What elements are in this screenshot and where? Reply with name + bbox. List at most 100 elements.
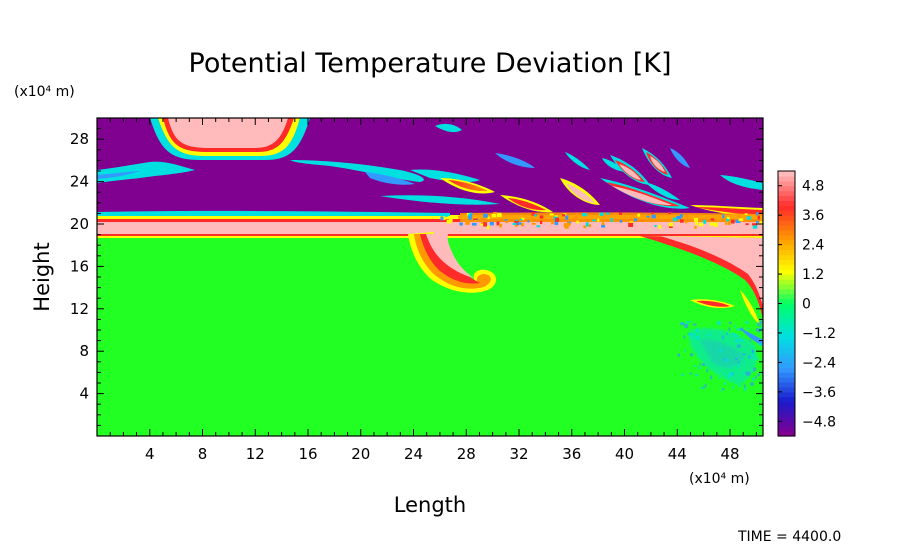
speckle	[629, 221, 633, 224]
colorbar-swatch	[778, 318, 795, 324]
speckle	[745, 223, 749, 225]
speckle	[736, 328, 740, 331]
speckle	[704, 384, 707, 387]
speckle	[728, 321, 732, 324]
speckle	[565, 215, 569, 220]
speckle	[442, 217, 446, 220]
speckle	[695, 221, 699, 226]
density-current-tail	[640, 236, 763, 385]
speckle	[754, 376, 757, 379]
speckle	[520, 217, 525, 221]
colorbar-swatch	[778, 426, 795, 432]
colorbar	[778, 171, 795, 437]
speckle	[531, 212, 535, 216]
speckle	[539, 220, 543, 225]
x-tick-label: 48	[720, 445, 739, 463]
speckle	[759, 218, 763, 222]
speckle	[687, 333, 690, 335]
speckle	[746, 216, 752, 220]
colorbar-swatch	[778, 185, 795, 192]
speckle	[759, 221, 763, 225]
speckle	[449, 218, 453, 223]
speckle	[517, 222, 522, 225]
speckle	[465, 220, 470, 225]
speckle	[549, 213, 554, 216]
speckle	[747, 327, 750, 330]
speckle	[738, 364, 741, 368]
speckle	[496, 212, 502, 218]
speckle	[739, 339, 744, 342]
speckle	[483, 222, 487, 227]
speckle	[530, 216, 533, 221]
speckle	[606, 212, 610, 215]
speckle	[619, 219, 623, 223]
speckle	[515, 219, 519, 222]
colorbar-swatch	[778, 421, 795, 427]
colorbar-swatch	[778, 313, 795, 319]
speckle	[735, 358, 738, 361]
speckle	[693, 365, 696, 368]
speckle	[592, 219, 597, 222]
speckle	[679, 213, 683, 218]
speckle	[686, 321, 689, 325]
speckle	[676, 215, 682, 220]
speckle	[685, 221, 688, 224]
speckle	[759, 327, 763, 332]
y-tick-label: 16	[70, 257, 89, 275]
speckle	[734, 334, 739, 337]
colorbar-tick-label: −4.8	[802, 414, 836, 430]
colorbar-swatch	[778, 357, 795, 363]
speckle	[562, 214, 566, 217]
speckle	[744, 213, 748, 215]
speckle	[680, 322, 685, 326]
speckle	[601, 224, 606, 228]
speckle	[668, 225, 673, 228]
colorbar-swatch	[778, 220, 795, 226]
colorbar-swatch	[778, 382, 795, 388]
x-tick-label: 32	[509, 445, 528, 463]
speckle	[531, 222, 536, 225]
speckle	[751, 353, 755, 357]
colorbar-tick-label: 2.4	[802, 238, 824, 254]
speckle	[752, 377, 755, 382]
y-tick-label: 4	[79, 385, 89, 403]
speckle	[491, 213, 497, 218]
speckle	[610, 217, 613, 223]
speckle	[702, 386, 706, 389]
colorbar-swatch	[778, 234, 795, 241]
speckle	[746, 371, 751, 376]
speckle	[718, 320, 721, 325]
speckle	[740, 371, 743, 374]
colorbar-swatch	[778, 323, 795, 329]
speckle	[576, 220, 580, 224]
x-tick-label: 36	[562, 445, 581, 463]
chart-title: Potential Temperature Deviation [K]	[189, 48, 672, 79]
colorbar-swatch	[778, 259, 795, 265]
speckle	[718, 377, 721, 379]
speckle	[695, 337, 698, 340]
speckle	[722, 388, 725, 390]
speckle	[628, 222, 634, 227]
speckle	[684, 324, 689, 329]
speckle	[698, 365, 701, 370]
speckle	[745, 371, 748, 375]
speckle	[597, 218, 600, 222]
speckle	[677, 353, 680, 357]
colorbar-swatch	[778, 215, 795, 221]
speckle	[722, 214, 725, 219]
speckle	[468, 216, 472, 220]
speckle	[729, 366, 732, 369]
speckle	[680, 219, 684, 223]
speckle	[700, 387, 704, 390]
colorbar-swatch	[778, 401, 795, 408]
speckle	[755, 328, 760, 332]
frame-ticks	[97, 118, 763, 436]
speckle	[692, 323, 697, 326]
speckle	[563, 223, 567, 227]
speckle	[738, 384, 741, 387]
colorbar-swatch	[778, 386, 795, 393]
speckle	[756, 212, 759, 216]
speckle	[466, 212, 470, 216]
x-tick-label: 4	[145, 445, 155, 463]
speckle	[737, 361, 740, 364]
